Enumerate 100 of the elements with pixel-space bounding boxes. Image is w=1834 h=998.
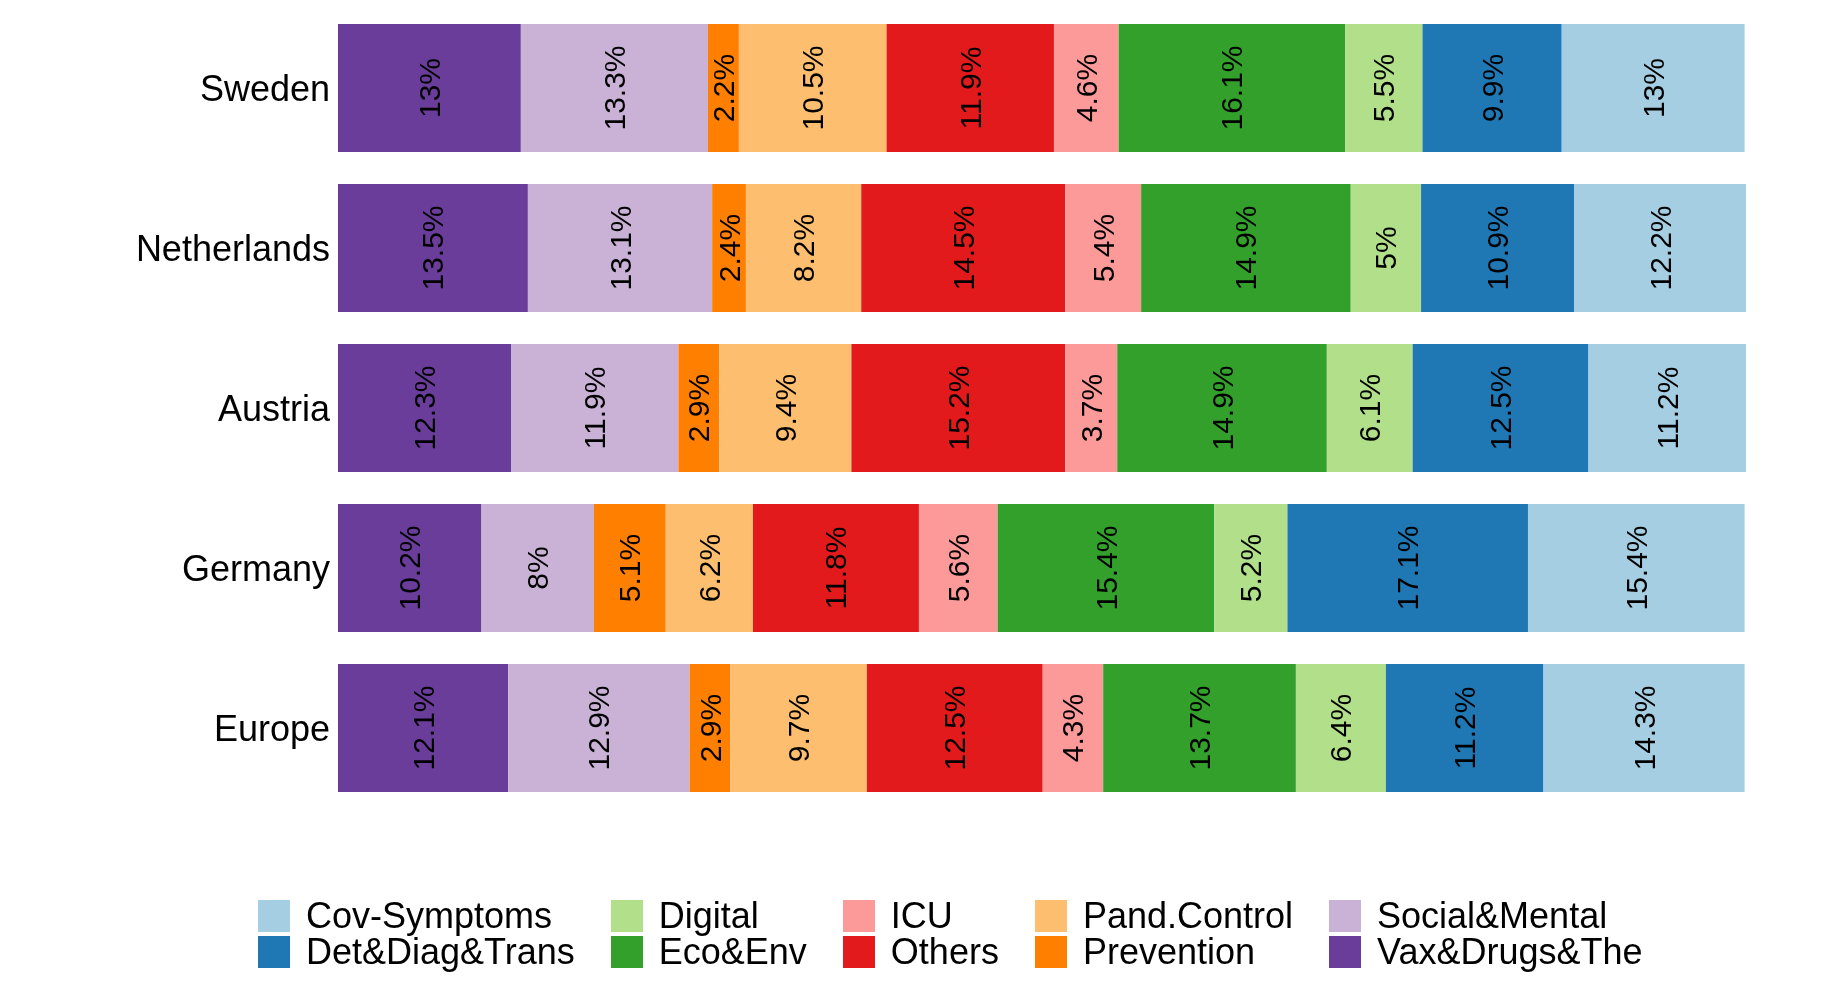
bar — [1385, 664, 1544, 792]
data-label: 11.2% — [1650, 366, 1684, 450]
bar — [745, 184, 862, 312]
data-label: 10.5% — [796, 45, 830, 131]
bar — [1065, 184, 1142, 312]
bar — [738, 24, 887, 152]
data-label: 3.7% — [1074, 373, 1108, 443]
bar — [594, 504, 666, 632]
bar — [866, 664, 1043, 792]
data-label: 6.2% — [692, 533, 726, 603]
bar — [1561, 24, 1745, 152]
data-label: 15.2% — [941, 365, 975, 451]
data-label: 5.2% — [1234, 533, 1268, 603]
data-label: 14.3% — [1627, 685, 1661, 771]
data-label: 5.4% — [1086, 213, 1120, 283]
data-label: 5% — [1369, 226, 1403, 270]
bar — [918, 504, 998, 632]
bar — [527, 184, 713, 312]
bar — [752, 504, 919, 632]
data-label: 2.9% — [693, 693, 727, 763]
data-label: 11.9% — [953, 46, 987, 130]
data-label: 13% — [1636, 57, 1670, 119]
data-label: 12.2% — [1643, 205, 1677, 291]
bar — [1422, 24, 1562, 152]
bar — [1287, 504, 1528, 632]
bar — [1214, 504, 1288, 632]
data-label: 11.9% — [578, 366, 612, 450]
y-tick-label: Austria — [217, 387, 331, 429]
bar — [1421, 184, 1575, 312]
y-tick-label: Sweden — [199, 67, 330, 109]
bar — [338, 504, 482, 632]
bar — [851, 344, 1066, 472]
data-label: 12.9% — [582, 685, 616, 771]
data-label: 5.1% — [613, 533, 647, 603]
data-label: 6.1% — [1353, 373, 1387, 443]
bar — [1065, 344, 1118, 472]
data-label: 17.1% — [1391, 525, 1425, 611]
bar — [1117, 344, 1327, 472]
data-label: 9.9% — [1475, 53, 1509, 123]
bar — [1412, 344, 1589, 472]
data-label: 5.5% — [1367, 53, 1401, 123]
data-label: 8% — [521, 546, 555, 590]
bar — [1118, 24, 1346, 152]
data-label: 6.4% — [1324, 693, 1358, 763]
bar — [1588, 344, 1746, 472]
data-label: 8.2% — [787, 213, 821, 283]
data-label: 13.3% — [597, 45, 631, 131]
y-tick-label: Europe — [213, 707, 330, 749]
bar — [511, 344, 679, 472]
data-label: 14.9% — [1205, 365, 1239, 451]
data-label: 16.1% — [1215, 45, 1249, 131]
data-label: 12.3% — [408, 365, 442, 451]
bar — [338, 344, 512, 472]
bar — [338, 184, 528, 312]
data-label: 13.7% — [1183, 685, 1217, 771]
data-label: 4.6% — [1069, 53, 1103, 123]
bar — [1103, 664, 1296, 792]
bar — [1326, 344, 1413, 472]
data-label: 4.3% — [1056, 693, 1090, 763]
data-label: 12.5% — [938, 685, 972, 771]
bar — [1042, 664, 1104, 792]
data-label: 12.5% — [1484, 365, 1518, 451]
bar — [481, 504, 594, 632]
data-label: 14.9% — [1229, 205, 1263, 291]
data-label: 14.5% — [946, 205, 980, 291]
bar — [1295, 664, 1386, 792]
y-tick-label: Germany — [181, 547, 330, 589]
bar — [719, 344, 852, 472]
data-label: 9.4% — [768, 373, 802, 443]
bar — [1543, 664, 1745, 792]
bar — [1527, 504, 1745, 632]
data-label: 2.4% — [712, 213, 746, 283]
data-label: 9.7% — [782, 693, 816, 763]
bar — [997, 504, 1215, 632]
bar — [665, 504, 753, 632]
bar — [1141, 184, 1351, 312]
data-label: 10.9% — [1481, 205, 1515, 291]
y-tick-label: Netherlands — [135, 227, 330, 269]
bar — [1350, 184, 1422, 312]
data-label: 10.2% — [393, 525, 427, 611]
data-label: 2.2% — [706, 53, 740, 123]
bar — [1345, 24, 1423, 152]
bar — [1053, 24, 1119, 152]
data-label: 15.4% — [1089, 525, 1123, 611]
data-label: 11.2% — [1448, 686, 1482, 770]
bar — [338, 664, 509, 792]
data-label: 13.5% — [416, 205, 450, 291]
data-label: 12.1% — [406, 685, 440, 771]
bar — [861, 184, 1066, 312]
bar — [508, 664, 690, 792]
bar — [338, 24, 521, 152]
bar — [730, 664, 867, 792]
data-label: 15.4% — [1619, 525, 1653, 611]
data-label: 13% — [412, 57, 446, 119]
data-label: 5.6% — [941, 533, 975, 603]
data-label: 11.8% — [819, 526, 853, 610]
bar — [1574, 184, 1746, 312]
data-label: 13.1% — [603, 205, 637, 291]
bar — [886, 24, 1054, 152]
data-label: 2.9% — [682, 373, 716, 443]
